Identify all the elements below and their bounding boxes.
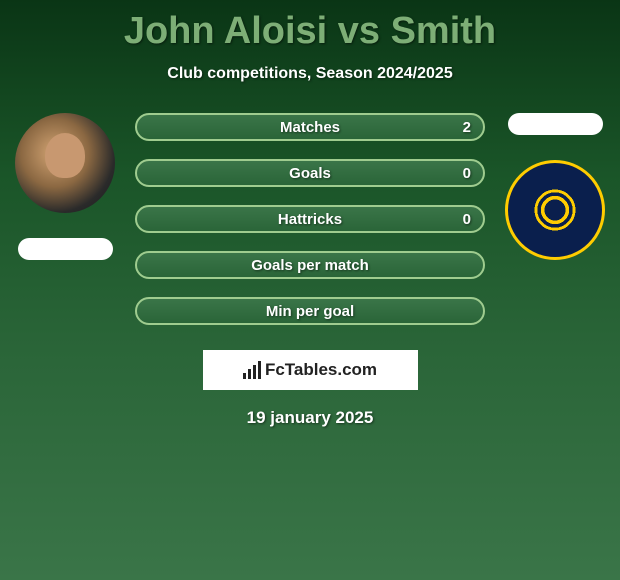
snapshot-date: 19 january 2025 [0,408,620,428]
stat-row-hattricks: Hattricks 0 [135,205,485,233]
stat-row-goals-per-match: Goals per match [135,251,485,279]
left-player-photo [15,113,115,213]
branding-text: FcTables.com [265,360,377,380]
comparison-subtitle: Club competitions, Season 2024/2025 [0,65,620,83]
right-club-logo [505,160,605,260]
comparison-body: Matches 2 Goals 0 Hattricks 0 Goals per … [0,113,620,325]
stat-row-min-per-goal: Min per goal [135,297,485,325]
stat-value-right: 2 [463,119,471,136]
comparison-title: John Aloisi vs Smith [0,0,620,53]
chart-icon [243,361,261,379]
stat-label: Matches [280,119,340,136]
stat-value-right: 0 [463,165,471,182]
right-player-column [500,113,610,260]
stat-label: Goals [289,165,331,182]
stat-label: Hattricks [278,211,342,228]
left-player-column [10,113,120,260]
right-club-pill [508,113,603,135]
left-club-pill [18,238,113,260]
stat-label: Min per goal [266,303,354,320]
stat-row-goals: Goals 0 [135,159,485,187]
stat-row-matches: Matches 2 [135,113,485,141]
branding-box: FcTables.com [203,350,418,390]
stat-label: Goals per match [251,257,369,274]
stats-column: Matches 2 Goals 0 Hattricks 0 Goals per … [135,113,485,325]
stat-value-right: 0 [463,211,471,228]
